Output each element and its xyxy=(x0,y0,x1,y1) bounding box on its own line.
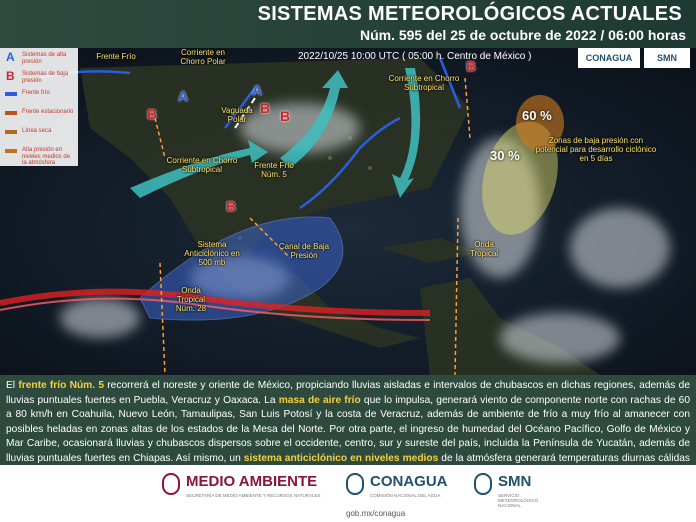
pressure-center: A xyxy=(178,88,189,104)
footer-logo-name: CONAGUA xyxy=(370,473,448,490)
map-label: Corriente en Chorro Polar xyxy=(180,48,226,66)
footer-logo-name: SMN xyxy=(498,473,532,490)
summary-text: que lo impulsa, generará viento de compo… xyxy=(6,394,690,464)
legend-swatch xyxy=(5,130,17,134)
highlight-text: sistema anticiclónico en niveles medios xyxy=(243,452,439,464)
legend-label: Sistemas de alta presión xyxy=(22,52,67,65)
summary-text: recorrerá el noreste y oriente de México… xyxy=(6,380,691,406)
map-logo: SMN xyxy=(644,48,690,68)
map-label: Sistema Anticiclónico en 500 mb xyxy=(184,240,240,267)
probability: 60 % xyxy=(522,108,552,123)
map-label: Frente Frío Núm. 5 xyxy=(254,161,294,179)
footer-logo-caption: COMISIÓN NACIONAL DEL AGUA xyxy=(370,493,441,498)
footer-logo-icon xyxy=(346,473,364,495)
legend-symbol: A xyxy=(6,50,15,64)
map-logo: CONAGUA xyxy=(578,48,640,68)
footer-logo-icon xyxy=(162,473,180,495)
map-label: Onda Tropical Núm. 28 xyxy=(175,286,207,313)
legend-swatch xyxy=(5,92,17,96)
pressure-center: A xyxy=(252,82,263,98)
map-label: Onda Tropical xyxy=(469,240,499,258)
timestamp: 2022/10/25 10:00 UTC ( 05:00 h. Centro d… xyxy=(298,51,532,62)
title: SISTEMAS METEOROLÓGICOS ACTUALES xyxy=(257,3,682,25)
footer-logo-caption: SECRETARÍA DE MEDIO AMBIENTE Y RECURSOS … xyxy=(186,493,321,498)
legend-label: Frente estacionario xyxy=(22,109,74,115)
footer-logo-name: MEDIO AMBIENTE xyxy=(186,473,318,490)
footer-logo-caption: SERVICIO METEOROLÓGICO NACIONAL xyxy=(498,493,539,508)
map-label: Corriente en Chorro Subtropical xyxy=(166,156,238,174)
website: gob.mx/conagua xyxy=(346,509,406,518)
map-label: Canal de Baja Presión xyxy=(278,242,330,260)
footer: gob.mx/conagua MEDIO AMBIENTE SECRETARÍA … xyxy=(0,465,696,522)
highlight-text: frente frío Núm. 5 xyxy=(18,380,105,391)
summary: El frente frío Núm. 5 recorrerá el nores… xyxy=(0,375,696,479)
pressure-center: B xyxy=(280,108,291,124)
legend-symbol: B xyxy=(6,69,15,83)
map-label: Corriente en Chorro Subtropical xyxy=(388,74,460,92)
legend-label: Frente frío xyxy=(22,90,50,96)
map-label: Vaguada Polar xyxy=(221,106,253,124)
footer-logo-icon xyxy=(474,473,492,495)
weather-map: A Sistemas de alta presión B Sistemas de ba… xyxy=(0,48,696,375)
legend-label: Sistemas de baja presión xyxy=(22,71,69,84)
legend: A Sistemas de alta presión B Sistemas de ba… xyxy=(0,48,78,166)
subtitle: Núm. 595 del 25 de octubre de 2022 / 06:… xyxy=(359,27,686,43)
map-label: Frente Frío xyxy=(96,52,136,61)
pressure-center: B xyxy=(147,106,158,122)
pressure-center: B xyxy=(466,58,477,74)
map-image xyxy=(0,48,696,375)
legend-label: Alta presión en niveles medios de la atm… xyxy=(22,147,71,166)
probability: 30 % xyxy=(490,148,520,163)
header: SISTEMAS METEOROLÓGICOS ACTUALES Núm. 59… xyxy=(0,0,696,48)
highlight-text: masa de aire frío xyxy=(278,394,361,406)
legend-label: Línea seca xyxy=(22,128,52,134)
pressure-center: B xyxy=(260,100,271,116)
summary-text: El xyxy=(6,380,19,391)
legend-swatch xyxy=(5,149,17,153)
map-label: Zonas de baja presión con potencial para… xyxy=(535,136,657,163)
legend-swatch xyxy=(5,111,17,115)
pressure-center: B xyxy=(226,198,237,214)
